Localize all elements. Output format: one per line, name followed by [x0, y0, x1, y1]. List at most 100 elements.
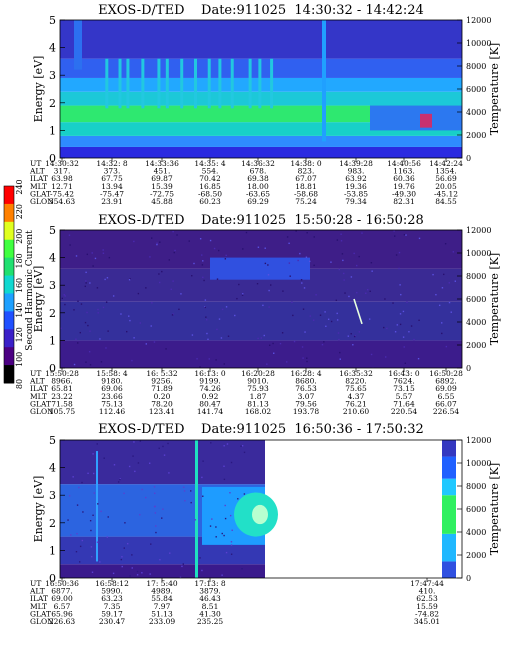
table-cell: -63.65 — [246, 189, 270, 198]
table-cell: 16:50:36 — [45, 579, 79, 588]
heat-streak — [141, 58, 145, 109]
noise-dot — [92, 265, 94, 267]
heat-band — [60, 122, 462, 136]
noise-dot — [268, 306, 270, 308]
noise-dot — [400, 293, 402, 296]
table-cell: 67.07 — [295, 174, 317, 183]
noise-dot — [289, 275, 291, 277]
noise-dot — [353, 335, 356, 338]
noise-dot — [216, 328, 218, 331]
noise-dot — [68, 495, 71, 497]
noise-dot — [126, 542, 129, 545]
noise-dot — [335, 299, 338, 302]
noise-dot — [348, 295, 350, 298]
table-cell: 23.66 — [101, 392, 123, 401]
noise-dot — [176, 234, 178, 236]
noise-dot — [243, 493, 246, 495]
noise-dot — [256, 283, 259, 285]
table-row-label: UT — [30, 369, 41, 378]
noise-dot — [150, 325, 152, 327]
table-cell: -72.75 — [150, 189, 174, 198]
table-cell: 9199. — [199, 377, 220, 386]
y-tick-label: 4 — [49, 252, 56, 265]
noise-dot — [63, 294, 65, 296]
heat-streak — [194, 58, 198, 109]
noise-dot — [202, 460, 204, 462]
noise-dot — [327, 318, 330, 320]
noise-dot — [224, 504, 226, 507]
noise-dot — [237, 498, 239, 500]
table-cell: 16:20:28 — [241, 369, 275, 378]
table-row-label: ILAT — [30, 174, 48, 183]
noise-dot — [104, 278, 106, 281]
table-cell: 17:47:44 — [410, 579, 444, 588]
noise-dot — [338, 268, 341, 271]
table-cell: 63.23 — [101, 594, 123, 603]
noise-dot — [120, 558, 123, 561]
noise-dot — [182, 563, 184, 565]
noise-dot — [158, 447, 160, 450]
noise-dot — [184, 500, 186, 502]
noise-dot — [215, 536, 217, 538]
noise-dot — [96, 541, 99, 543]
noise-dot — [234, 314, 236, 317]
noise-dot — [156, 242, 158, 244]
noise-dot — [272, 342, 274, 345]
noise-dot — [445, 345, 448, 348]
plot-area — [60, 230, 462, 368]
noise-dot — [199, 238, 202, 240]
noise-dot — [454, 280, 457, 282]
noise-dot — [338, 338, 340, 341]
noise-dot — [129, 575, 131, 577]
noise-dot — [339, 358, 341, 360]
noise-dot — [365, 292, 367, 294]
noise-dot — [133, 240, 135, 243]
noise-dot — [165, 348, 167, 350]
table-cell: 226.63 — [49, 617, 75, 626]
noise-dot — [201, 569, 203, 572]
noise-dot — [170, 288, 172, 291]
y2-tick-label: 4000 — [466, 108, 486, 117]
noise-dot — [279, 342, 282, 345]
noise-dot — [76, 532, 78, 535]
noise-dot — [264, 262, 267, 265]
noise-dot — [128, 279, 131, 281]
heat-streak — [126, 58, 130, 109]
noise-dot — [179, 576, 182, 578]
noise-dot — [325, 325, 327, 328]
colorbar-segment — [4, 186, 14, 205]
noise-dot — [403, 346, 405, 348]
table-cell: 6.57 — [54, 602, 71, 611]
noise-dot — [408, 331, 410, 333]
noise-dot — [319, 314, 322, 316]
noise-dot — [225, 551, 228, 554]
noise-dot — [347, 335, 350, 337]
noise-dot — [291, 301, 293, 304]
table-cell: 233.09 — [149, 617, 175, 626]
y2-tick-label: 4000 — [466, 528, 486, 537]
colorbar-tick-label: 220 — [15, 204, 24, 219]
y-axis-label: Energy [eV] — [32, 56, 45, 123]
noise-dot — [281, 332, 284, 334]
noise-dot — [370, 262, 373, 264]
noise-dot — [321, 343, 324, 346]
noise-dot — [196, 358, 198, 360]
table-cell: 1354. — [435, 167, 456, 176]
noise-dot — [435, 293, 437, 296]
noise-dot — [352, 344, 354, 346]
noise-dot — [163, 454, 166, 456]
noise-dot — [263, 334, 265, 337]
noise-dot — [353, 252, 355, 255]
noise-dot — [156, 243, 158, 246]
noise-dot — [405, 234, 407, 236]
noise-dot — [341, 253, 344, 255]
noise-dot — [221, 308, 224, 311]
noise-dot — [336, 319, 339, 321]
y-axis-label: Energy [eV] — [32, 476, 45, 543]
noise-dot — [223, 534, 225, 537]
table-cell: 71.89 — [151, 384, 173, 393]
y2-tick-label: 0 — [466, 154, 471, 163]
table-row-label: ALT — [29, 167, 45, 176]
noise-dot — [93, 492, 96, 494]
noise-dot — [245, 231, 248, 234]
